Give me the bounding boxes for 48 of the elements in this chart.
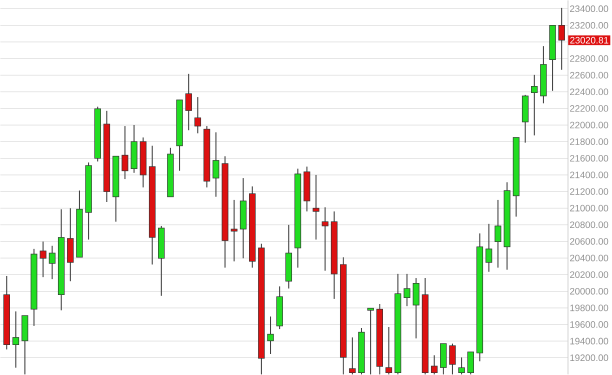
candlestick xyxy=(267,316,274,355)
candlestick xyxy=(467,351,474,375)
y-tick-label: 23200.00 xyxy=(570,22,608,29)
y-tick-label: 22200.00 xyxy=(570,105,608,112)
y-tick-label: 19800.00 xyxy=(570,304,608,312)
y-tick-label: 23400.00 xyxy=(570,5,608,12)
candlestick xyxy=(322,206,328,272)
y-tick-label: 19600.00 xyxy=(570,321,608,328)
candlestick xyxy=(404,273,410,307)
y-tick-label: 21000.00 xyxy=(570,204,608,212)
y-tick-label: 20800.00 xyxy=(570,222,608,228)
candlestick xyxy=(12,310,20,368)
candlestick xyxy=(458,356,465,375)
candlestick xyxy=(67,208,74,282)
y-tick-label: 20400.00 xyxy=(570,254,608,262)
candlestick xyxy=(449,343,456,375)
candlestick xyxy=(185,73,192,131)
candlestick xyxy=(385,326,392,375)
candlestick xyxy=(440,343,447,375)
candlestick xyxy=(430,354,438,375)
candlestick xyxy=(531,74,538,136)
y-tick-label: 20000.00 xyxy=(570,288,608,295)
candlestick xyxy=(122,126,128,180)
candlestick xyxy=(558,7,565,70)
candlestick xyxy=(494,199,502,268)
y-tick-label: 22600.00 xyxy=(570,72,608,79)
y-tick-label: 21800.00 xyxy=(570,138,608,146)
candlestick xyxy=(230,199,238,262)
candlestick xyxy=(349,336,356,375)
candlestick xyxy=(212,132,220,198)
y-tick-label: 22800.00 xyxy=(570,55,608,62)
y-tick-label: 22400.00 xyxy=(570,88,608,96)
candlestick xyxy=(412,278,420,339)
candlestick xyxy=(48,245,56,280)
y-tick-label: 19400.00 xyxy=(570,338,608,344)
y-tick-label: 22000.00 xyxy=(570,122,608,128)
y-tick-label: 21600.00 xyxy=(570,155,608,162)
y-tick-label: 20200.00 xyxy=(570,271,608,278)
candlestick xyxy=(40,241,46,278)
y-tick-label: 21400.00 xyxy=(570,172,608,178)
candlestick xyxy=(367,308,374,375)
candlestick xyxy=(312,174,320,240)
y-tick-label: 20600.00 xyxy=(570,238,608,245)
y-tick-label: 19200.00 xyxy=(570,354,608,362)
y-tick-label: 21200.00 xyxy=(570,188,608,195)
text: 23020.81 xyxy=(570,36,608,44)
candlestick xyxy=(486,223,492,272)
candlestick xyxy=(194,96,202,134)
